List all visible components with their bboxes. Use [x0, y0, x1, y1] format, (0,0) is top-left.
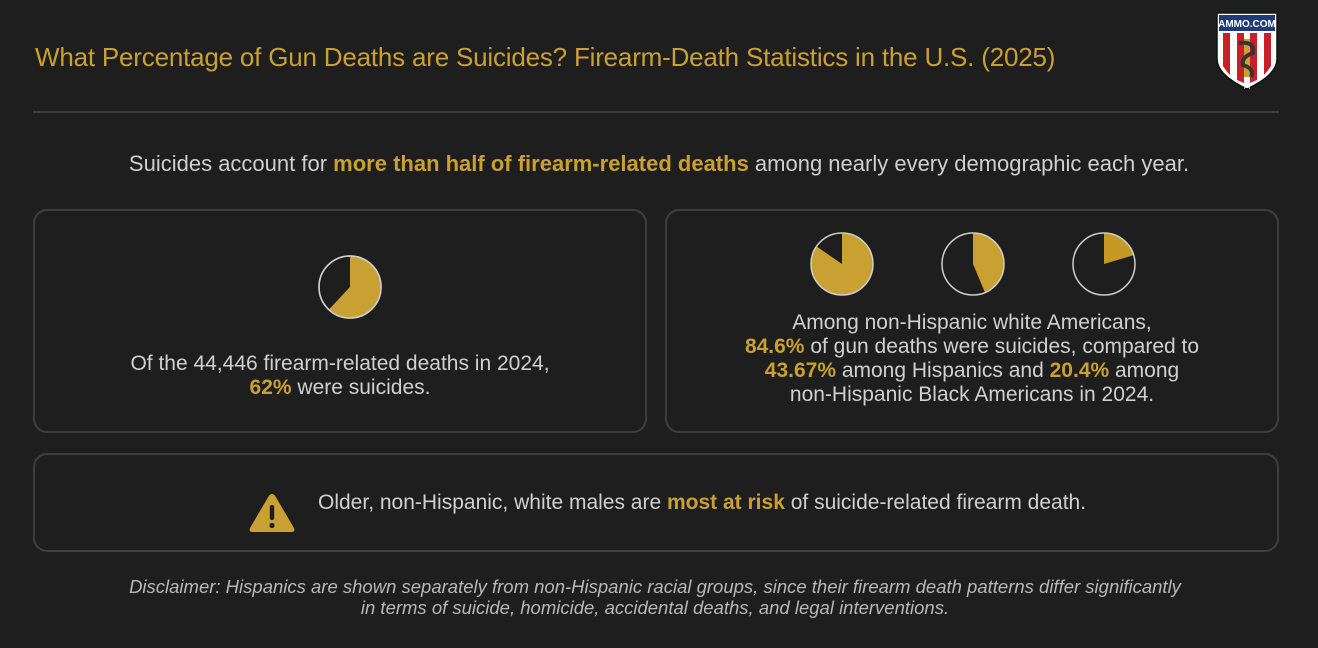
warning-icon: [249, 494, 295, 532]
subtitle-text: Suicides account for: [128, 151, 334, 176]
pie-chart-black: [1072, 232, 1136, 296]
demographics-line3: 43.67% among Hispanics and 20.4% among: [667, 359, 1277, 383]
white-suicide-percent: 84.6%: [744, 335, 805, 358]
total-suicide-percent: 62%: [249, 376, 292, 399]
demographics-line1: Among non-Hispanic white Americans,: [792, 311, 1152, 334]
demographics-text: Among non-Hispanic white Americans, 84.6…: [667, 311, 1277, 407]
total-deaths-line2: 62% were suicides.: [35, 376, 645, 400]
pie-chart-hispanic: [941, 232, 1005, 296]
ammo-com-logo[interactable]: AMMO.COM: [1215, 11, 1279, 91]
demographics-line3-end: among: [1109, 359, 1180, 382]
pie-chart-white: [810, 232, 874, 296]
demographics-line2-text: of gun deaths were suicides, compared to: [804, 335, 1200, 358]
disclaimer-line2: in terms of suicide, homicide, accidenta…: [360, 597, 950, 618]
risk-callout-text: Older, non-Hispanic, white males are mos…: [318, 491, 1086, 515]
black-suicide-percent: 20.4%: [1049, 359, 1110, 382]
total-deaths-line1: Of the 44,446 firearm-related deaths in …: [130, 352, 550, 375]
pie-chart-total: [318, 255, 382, 319]
total-deaths-card: Of the 44,446 firearm-related deaths in …: [33, 209, 647, 433]
page-title: What Percentage of Gun Deaths are Suicid…: [35, 42, 1056, 72]
header-divider: [33, 111, 1279, 113]
subtitle-text-end: among nearly every demographic each year…: [748, 151, 1190, 176]
hispanic-suicide-percent: 43.67%: [764, 359, 836, 382]
demographics-card: Among non-Hispanic white Americans, 84.6…: [665, 209, 1279, 433]
disclaimer-line1: Disclaimer: Hispanics are shown separate…: [129, 576, 1181, 597]
callout-text: Older, non-Hispanic, white males are: [318, 491, 667, 514]
total-deaths-line2-text: were suicides.: [291, 376, 431, 399]
svg-text:AMMO.COM: AMMO.COM: [1218, 19, 1276, 30]
callout-text-end: of suicide-related firearm death.: [784, 491, 1087, 514]
subtitle-highlight: more than half of firearm-related deaths: [333, 151, 749, 176]
subtitle: Suicides account for more than half of f…: [0, 151, 1318, 177]
demographics-line2: 84.6% of gun deaths were suicides, compa…: [667, 335, 1277, 359]
total-deaths-text: Of the 44,446 firearm-related deaths in …: [35, 352, 645, 400]
callout-highlight: most at risk: [667, 491, 785, 514]
demographics-line4: non-Hispanic Black Americans in 2024.: [789, 383, 1155, 406]
demographics-line3-text: among Hispanics and: [836, 359, 1050, 382]
risk-callout-card: Older, non-Hispanic, white males are mos…: [33, 453, 1279, 552]
disclaimer: Disclaimer: Hispanics are shown separate…: [0, 576, 1310, 618]
